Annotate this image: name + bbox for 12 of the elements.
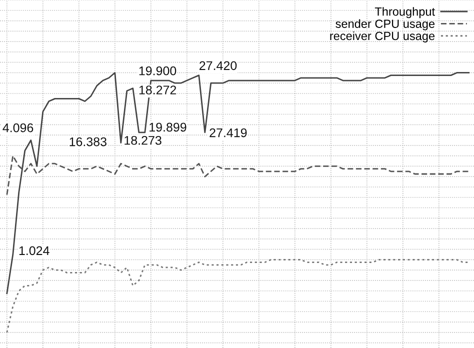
text: 27.420 xyxy=(200,61,237,70)
annotation: 4.096 xyxy=(2,123,34,132)
annotation: 16.383 xyxy=(70,137,106,146)
annotation: 19.900 xyxy=(139,66,176,76)
annotation: 18.273 xyxy=(124,136,162,145)
legend-label: sender CPU usage xyxy=(336,19,435,30)
annotation: 1.024 xyxy=(19,246,50,256)
legend-label: Throughput xyxy=(374,7,435,18)
annotation: 19.899 xyxy=(150,122,186,132)
annotation: 18.272 xyxy=(139,86,176,94)
legend-label: receiver CPU usage xyxy=(330,31,435,42)
annotation: 27.419 xyxy=(210,128,247,138)
